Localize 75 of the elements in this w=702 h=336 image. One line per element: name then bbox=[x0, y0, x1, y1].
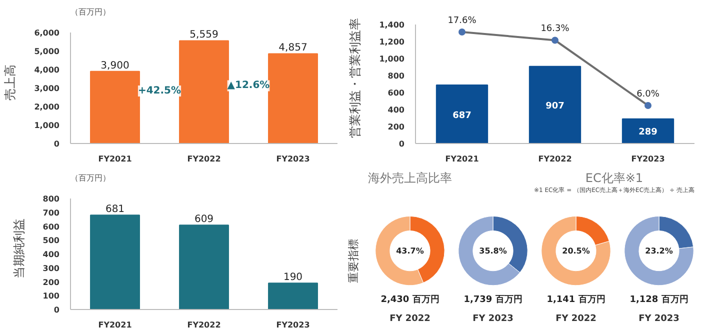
x-tick-label: FY2021 bbox=[98, 320, 132, 330]
data-label: 190 bbox=[283, 272, 303, 284]
data-label: 35.8% bbox=[479, 246, 507, 256]
x-tick-label: FY2022 bbox=[187, 320, 221, 330]
y-tick-label: 0 bbox=[54, 140, 60, 148]
data-label: 681 bbox=[105, 204, 125, 216]
x-tick-label: FY2022 bbox=[538, 154, 572, 164]
y-tick-label: 4,000 bbox=[34, 66, 60, 75]
bar bbox=[90, 214, 140, 310]
text: 重要指標 bbox=[347, 239, 360, 284]
y-axis-title: 当期純利益 bbox=[12, 218, 26, 278]
text: 1,128 百万円 bbox=[630, 294, 688, 306]
text: （百万円） bbox=[70, 8, 110, 16]
text: 1,739 百万円 bbox=[464, 294, 522, 306]
y-tick-label: 400 bbox=[42, 250, 60, 260]
y-tick-label: 500 bbox=[42, 236, 60, 246]
y-tick-label: 200 bbox=[42, 278, 60, 287]
text: FY 2022 bbox=[390, 314, 430, 324]
bar bbox=[436, 84, 488, 144]
data-label: 43.7% bbox=[396, 246, 424, 256]
bar bbox=[622, 118, 674, 144]
x-tick-label: FY2023 bbox=[276, 154, 310, 164]
data-label: 4,857 bbox=[278, 42, 308, 54]
data-label: 609 bbox=[194, 214, 214, 226]
data-label: 3,900 bbox=[100, 60, 130, 72]
data-label: 16.3% bbox=[540, 24, 570, 34]
y-tick-label: 200 bbox=[388, 122, 405, 132]
y-tick-label: 2,000 bbox=[34, 102, 60, 112]
y-tick-label: 5,000 bbox=[34, 47, 60, 56]
y-tick-label: 3,000 bbox=[34, 84, 60, 94]
y-tick-label: 0 bbox=[54, 306, 60, 314]
y-axis-title: 売上高 bbox=[3, 64, 18, 100]
y-tick-label: 800 bbox=[388, 71, 405, 80]
bar bbox=[90, 70, 140, 144]
y-tick-label: 1,000 bbox=[34, 121, 60, 130]
bar bbox=[268, 53, 318, 144]
y-tick-label: 0 bbox=[398, 140, 405, 148]
x-tick-label: FY2021 bbox=[445, 154, 480, 164]
bar bbox=[179, 224, 229, 310]
data-label: 907 bbox=[546, 101, 564, 112]
data-label: 23.2% bbox=[645, 246, 673, 256]
y-tick-label: 600 bbox=[388, 88, 405, 98]
data-label: 289 bbox=[638, 128, 658, 138]
y-tick-label: 300 bbox=[42, 264, 60, 273]
x-tick-label: FY2022 bbox=[187, 154, 221, 164]
text: （百万円） bbox=[70, 174, 110, 182]
text: 1,141 百万円 bbox=[546, 294, 606, 306]
bar bbox=[179, 40, 229, 144]
y-axis-title: 営業利益・営業利益率 bbox=[348, 18, 362, 138]
y-tick-label: 600 bbox=[42, 222, 60, 232]
text: FY 2023 bbox=[472, 314, 514, 324]
chart-title: 海外売上高比率 bbox=[368, 170, 452, 187]
text: FY 2023 bbox=[638, 314, 680, 324]
y-tick-label: 700 bbox=[42, 208, 60, 218]
y-tick-label: 100 bbox=[42, 292, 60, 301]
y-tick-label: 1,200 bbox=[379, 37, 405, 46]
bar bbox=[268, 282, 318, 310]
data-label: 20.5% bbox=[562, 246, 590, 256]
y-tick-label: 400 bbox=[388, 105, 405, 114]
x-tick-label: FY2023 bbox=[631, 154, 665, 164]
text: FY 2022 bbox=[556, 314, 596, 324]
y-tick-label: 800 bbox=[42, 194, 60, 204]
data-label: 6.0% bbox=[636, 89, 660, 100]
data-label: 5,559 bbox=[190, 30, 218, 41]
data-label: 687 bbox=[452, 110, 472, 121]
y-tick-label: 6,000 bbox=[34, 28, 60, 38]
text: 2,430 百万円 bbox=[380, 294, 440, 306]
annotation: +42.5% bbox=[138, 86, 182, 97]
data-label: 17.6% bbox=[448, 16, 477, 26]
x-tick-label: FY2021 bbox=[98, 154, 132, 164]
chart-title: EC化率※1 bbox=[584, 170, 644, 187]
y-tick-label: 1,000 bbox=[379, 54, 405, 64]
x-tick-label: FY2023 bbox=[276, 320, 310, 330]
bar bbox=[528, 66, 582, 144]
y-tick-label: 1,400 bbox=[379, 20, 405, 30]
